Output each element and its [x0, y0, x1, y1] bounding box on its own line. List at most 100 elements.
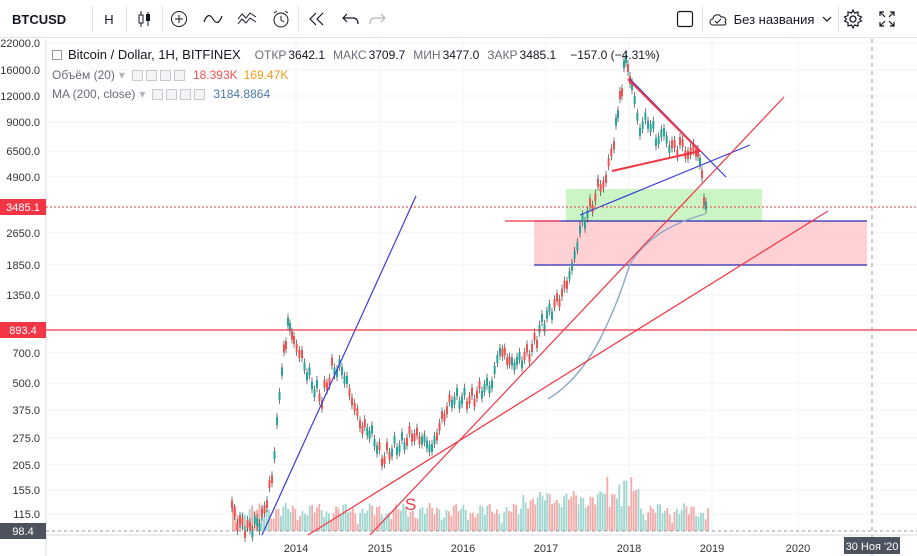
divider [126, 6, 127, 32]
settings-icon[interactable] [145, 69, 157, 81]
candle-body [607, 158, 610, 167]
red-trendline-2[interactable] [307, 210, 829, 536]
time-axis[interactable]: 2014 2015 2016 2017 2018 2019 2020 [284, 543, 810, 555]
red-triangle-drawing[interactable] [611, 78, 702, 172]
close-icon[interactable] [194, 88, 206, 100]
bar-replay-icon[interactable] [304, 6, 330, 32]
volume-bar [553, 502, 556, 531]
candle-body [268, 480, 271, 489]
candle-body [376, 445, 378, 454]
chevron-down-icon[interactable]: ▾ [118, 68, 125, 82]
chevron-down-icon[interactable]: ▾ [139, 87, 146, 101]
candle-body [503, 347, 506, 356]
candle-body [610, 148, 613, 157]
main-legend[interactable]: Bitcoin / Dollar, 1H, BITFINEX ОТКР 3642… [52, 47, 660, 62]
candle-body [316, 380, 318, 389]
volume-bar [601, 492, 604, 531]
candle-body [393, 435, 396, 444]
price-chart[interactable]: S 22000.0 16000.0 12000.0 9000.0 6500.0 4900.… [0, 39, 917, 556]
volume-legend[interactable]: Объём (20) ▾ 18.393K 169.47K [52, 68, 288, 82]
chart-pane[interactable]: S 22000.0 16000.0 12000.0 9000.0 6500.0 4900.… [0, 39, 917, 556]
alert-clock-icon[interactable] [268, 6, 294, 32]
current-price-badge [0, 199, 46, 215]
blue-trendline-1[interactable] [261, 195, 417, 536]
candle-body [373, 438, 376, 447]
close-icon[interactable] [173, 69, 185, 81]
candle-body [705, 201, 707, 210]
volume-bar [625, 480, 628, 531]
candle-body [233, 507, 236, 516]
compare-add-icon[interactable] [166, 6, 192, 32]
volume-bar [688, 514, 690, 531]
eye-icon[interactable] [152, 88, 164, 100]
candle-body [359, 420, 361, 429]
candle-body [605, 174, 607, 183]
candle-body [518, 351, 521, 360]
volume-bar [426, 507, 429, 531]
layout-selector[interactable]: Без названия [704, 6, 836, 32]
volume-bar [608, 507, 611, 531]
candle-body [448, 394, 451, 403]
volume-bar [592, 497, 594, 531]
volume-bar [544, 500, 546, 531]
volume-bar [337, 508, 340, 531]
volume-bar [275, 509, 277, 531]
candle-body [356, 408, 359, 417]
financials-icon[interactable] [234, 6, 260, 32]
volume-bar [376, 506, 378, 531]
candle-body [627, 63, 629, 72]
red-trendline-1[interactable] [369, 96, 785, 536]
fullscreen-icon[interactable] [874, 6, 900, 32]
annotation-s[interactable]: S [405, 495, 416, 514]
candle-body [341, 366, 343, 375]
candle-body [403, 442, 406, 451]
candle-body [543, 323, 546, 332]
red-zone-rect[interactable] [534, 221, 867, 265]
green-zone-rect[interactable] [566, 189, 762, 222]
undo-icon[interactable] [338, 6, 364, 32]
more-icon[interactable] [159, 69, 171, 81]
candle-body [363, 419, 366, 428]
volume-bar [611, 494, 613, 531]
candle-body [278, 391, 281, 400]
candle-body [531, 344, 533, 353]
chart-type-candles-icon[interactable] [132, 6, 158, 32]
blue-trendline-3[interactable] [579, 144, 751, 216]
volume-bar [320, 509, 323, 531]
volume-bar [352, 507, 354, 531]
ma-legend[interactable]: MA (200, close) ▾ 3184.8864 [52, 87, 270, 101]
candle-body [551, 311, 553, 320]
settings-gear-icon[interactable] [840, 6, 866, 32]
candle-body [423, 434, 426, 443]
volume-bar [594, 504, 597, 531]
candle-body [528, 354, 531, 363]
volume-bar [536, 497, 539, 531]
candle-body [438, 422, 441, 431]
candle-body [657, 136, 660, 145]
close-value: 3485.1 [519, 47, 557, 62]
symbol-search[interactable]: BTCUSD [12, 11, 67, 27]
top-toolbar: BTCUSD H Без названия [0, 0, 917, 38]
volume-bar [668, 514, 671, 531]
candle-body [586, 210, 589, 219]
price-axis[interactable]: 22000.0 16000.0 12000.0 9000.0 6500.0 4900.0 2… [0, 39, 40, 521]
settings-icon[interactable] [166, 88, 178, 100]
indicators-icon[interactable] [200, 6, 226, 32]
volume-bar [512, 503, 515, 531]
candle-body [526, 344, 528, 353]
select-checkbox-icon[interactable] [672, 6, 698, 32]
open-label: ОТКР [254, 47, 287, 62]
volume-bar [558, 503, 561, 531]
collapse-toggle-icon[interactable] [52, 49, 62, 60]
redo-icon[interactable] [364, 6, 390, 32]
volume-bar [707, 508, 709, 531]
candle-body [285, 341, 287, 350]
candle-body [701, 170, 703, 179]
interval-button[interactable]: H [104, 11, 114, 27]
candle-body [436, 432, 438, 441]
more-icon[interactable] [180, 88, 192, 100]
eye-icon[interactable] [131, 69, 143, 81]
candle-body [295, 343, 298, 352]
volume-bar [524, 502, 527, 531]
volume-bar [644, 520, 647, 531]
